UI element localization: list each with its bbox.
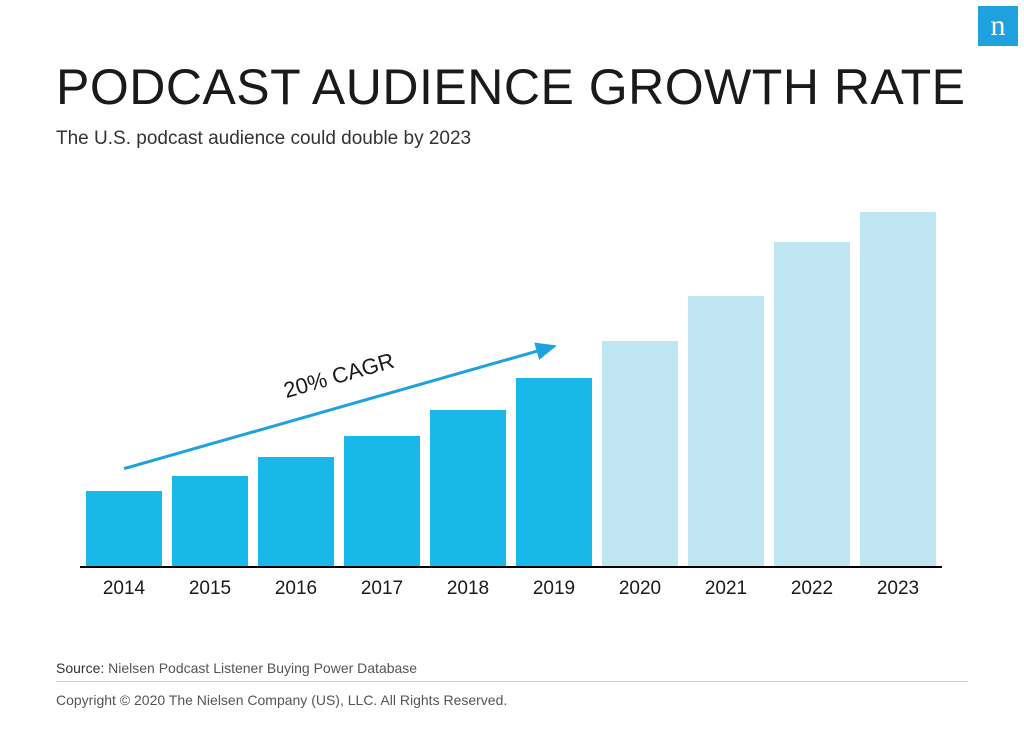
x-axis-label: 2023 (860, 578, 936, 600)
page-subtitle: The U.S. podcast audience could double b… (56, 128, 471, 150)
x-axis-label: 2016 (258, 578, 334, 600)
footer-rule (56, 681, 968, 682)
x-axis-label: 2018 (430, 578, 506, 600)
x-axis-label: 2020 (602, 578, 678, 600)
bar (860, 212, 936, 566)
x-axis-labels: 2014 2015 2016 2017 2018 2019 2020 2021 2022 2023 (80, 578, 942, 600)
page-root: n PODCAST AUDIENCE GROWTH RATE The U.S. … (0, 0, 1024, 730)
copyright-text: Copyright © 2020 The Nielsen Company (US… (56, 692, 507, 708)
bar (516, 378, 592, 566)
x-axis-label: 2017 (344, 578, 420, 600)
bar (430, 410, 506, 566)
bar-slot (602, 341, 678, 566)
bar (688, 296, 764, 566)
bar-slot (774, 242, 850, 566)
x-axis-label: 2014 (86, 578, 162, 600)
bar (258, 457, 334, 566)
bar-slot (86, 491, 162, 566)
source-text: Nielsen Podcast Listener Buying Power Da… (108, 660, 417, 676)
bar (602, 341, 678, 566)
nielsen-logo: n (978, 6, 1018, 46)
bar-slot (516, 378, 592, 566)
bar-container (80, 176, 942, 568)
x-axis-label: 2019 (516, 578, 592, 600)
x-axis-label: 2015 (172, 578, 248, 600)
bar-slot (430, 410, 506, 566)
bar-chart: 2014201520162017201820192020202120222023… (80, 176, 942, 592)
bar-slot (688, 296, 764, 566)
bar (172, 476, 248, 566)
source-label: Source: (56, 660, 104, 676)
source-line: Source: Nielsen Podcast Listener Buying … (56, 660, 417, 676)
bar (344, 436, 420, 566)
bar-slot (172, 476, 248, 566)
x-axis-label: 2022 (774, 578, 850, 600)
bar-slot (258, 457, 334, 566)
bar (774, 242, 850, 566)
x-axis-label: 2021 (688, 578, 764, 600)
bar (86, 491, 162, 566)
bar-slot (344, 436, 420, 566)
bar-slot (860, 212, 936, 566)
page-title: PODCAST AUDIENCE GROWTH RATE (56, 58, 965, 116)
